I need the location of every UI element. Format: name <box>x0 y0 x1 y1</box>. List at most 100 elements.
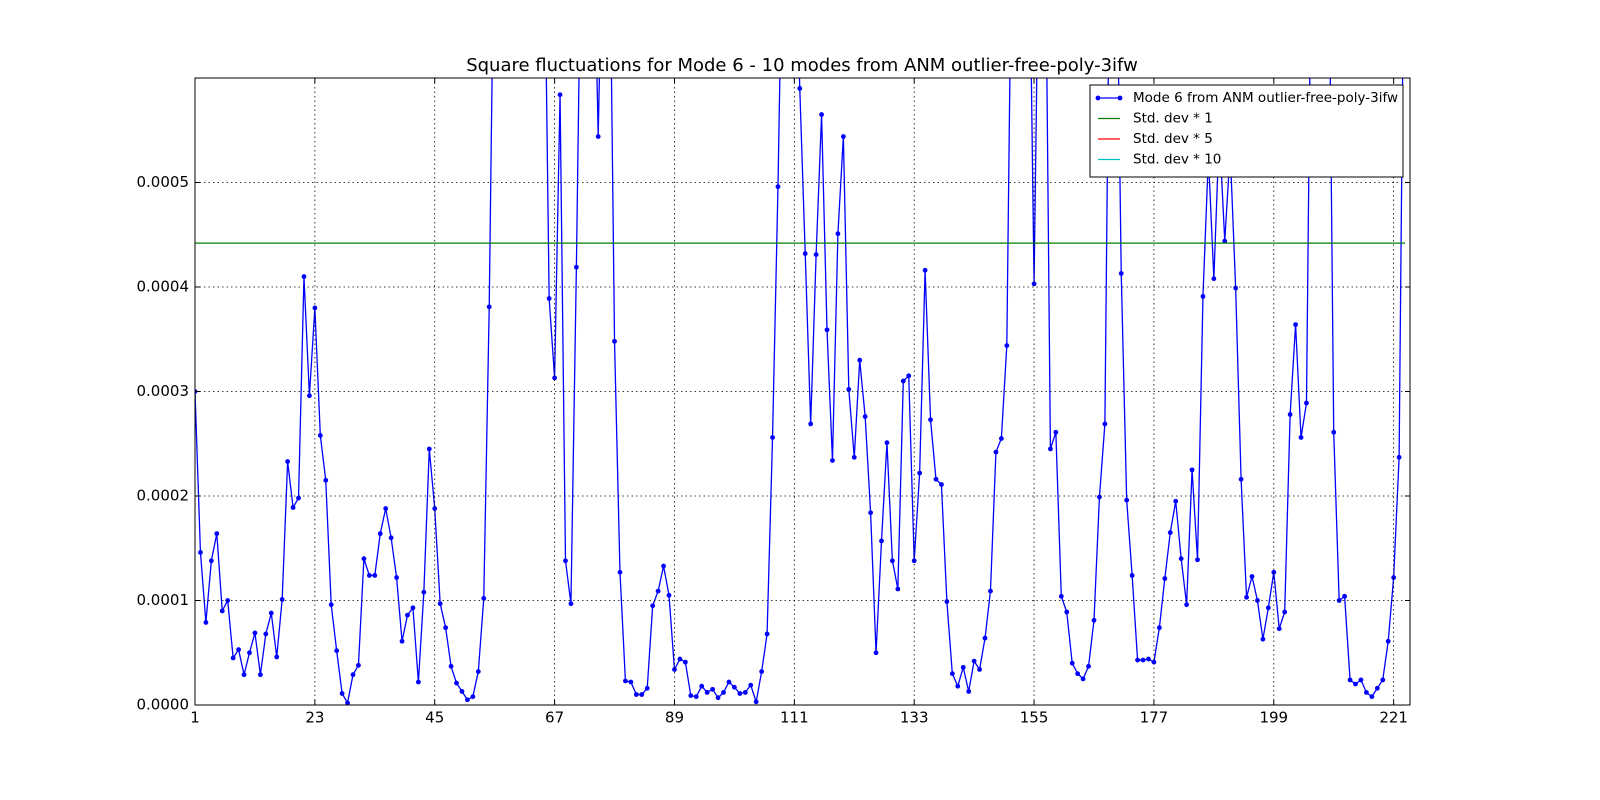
data-point <box>1380 677 1386 683</box>
y-tick-label: 0.0005 <box>137 173 190 191</box>
legend-label: Std. dev * 10 <box>1133 152 1221 168</box>
data-point <box>470 694 476 700</box>
data-point <box>1298 435 1304 440</box>
data-point <box>862 414 868 419</box>
data-point <box>410 605 416 611</box>
data-point <box>753 699 759 705</box>
x-tick-label: 89 <box>665 709 684 727</box>
data-point <box>900 378 906 384</box>
data-point <box>1200 294 1206 299</box>
data-point <box>922 267 928 273</box>
data-point <box>1091 617 1097 623</box>
data-point <box>917 470 923 476</box>
data-point <box>813 252 819 258</box>
data-point <box>454 680 459 686</box>
data-point <box>884 440 890 446</box>
data-point <box>639 692 645 697</box>
legend-marker <box>1095 95 1101 101</box>
data-point <box>323 477 329 483</box>
data-point <box>437 601 443 607</box>
data-point <box>563 558 568 564</box>
legend-label: Mode 6 from ANM outlier-free-poly-3ifw <box>1133 90 1398 106</box>
data-point <box>1342 593 1348 599</box>
data-point <box>1211 276 1217 282</box>
chart-title: Square fluctuations for Mode 6 - 10 mode… <box>466 55 1138 76</box>
data-point <box>710 686 716 692</box>
data-point <box>759 669 765 674</box>
data-point <box>840 134 846 139</box>
data-point <box>1287 412 1293 417</box>
data-point <box>944 599 950 604</box>
data-point <box>247 650 252 656</box>
data-point <box>1331 429 1337 435</box>
data-point <box>960 664 966 670</box>
data-point <box>350 672 356 678</box>
data-point <box>399 638 405 644</box>
data-point <box>1222 238 1228 244</box>
data-point <box>1374 685 1380 691</box>
data-point <box>1238 476 1244 482</box>
data-point <box>377 531 383 537</box>
data-point <box>214 531 220 537</box>
data-point <box>356 662 361 668</box>
data-point <box>328 602 334 608</box>
data-point <box>966 689 972 694</box>
data-point <box>993 449 999 455</box>
data-point <box>868 510 874 516</box>
data-point <box>1146 656 1151 662</box>
data-point <box>290 505 296 510</box>
data-point <box>301 274 307 279</box>
data-point <box>1249 574 1255 579</box>
data-point <box>1058 593 1064 599</box>
data-point <box>655 588 661 594</box>
data-point <box>1244 594 1249 600</box>
data-point <box>666 592 672 598</box>
legend-label: Std. dev * 5 <box>1133 131 1213 147</box>
data-point <box>568 601 574 607</box>
data-point <box>552 375 557 381</box>
y-tick-label: 0.0004 <box>137 278 190 296</box>
data-point <box>1353 681 1358 687</box>
data-point <box>633 692 639 697</box>
data-point <box>405 612 410 618</box>
data-point <box>1097 494 1102 500</box>
data-point <box>1189 467 1195 473</box>
data-point <box>263 631 269 637</box>
y-tick-label: 0.0001 <box>137 591 190 609</box>
data-point <box>268 610 274 616</box>
data-point <box>426 446 432 452</box>
data-point <box>394 575 399 580</box>
x-tick-label: 45 <box>425 709 444 727</box>
data-point <box>775 184 781 190</box>
data-point <box>949 671 955 677</box>
data-point <box>1156 625 1162 631</box>
data-point <box>873 650 879 656</box>
x-tick-label: 155 <box>1020 709 1049 727</box>
data-point <box>339 691 345 696</box>
data-point <box>1135 657 1140 663</box>
data-point <box>971 658 977 664</box>
data-point <box>808 421 814 427</box>
data-point <box>982 635 988 641</box>
data-point <box>693 694 699 700</box>
data-point <box>1173 498 1179 504</box>
data-point <box>1048 446 1053 452</box>
y-tick-label: 0.0003 <box>137 382 190 400</box>
data-point <box>726 679 732 685</box>
data-point <box>1385 638 1391 644</box>
data-point <box>797 86 803 91</box>
data-point <box>1167 530 1173 535</box>
data-point <box>465 697 470 703</box>
data-point <box>1069 660 1075 666</box>
data-point <box>1178 556 1184 562</box>
data-point <box>1195 557 1200 563</box>
data-point <box>219 608 225 614</box>
x-tick-label: 67 <box>545 709 564 727</box>
legend-box <box>1089 84 1404 178</box>
data-point <box>830 458 835 463</box>
data-point <box>1140 657 1146 663</box>
data-point <box>432 506 438 511</box>
data-point <box>895 586 901 592</box>
data-point <box>573 264 579 270</box>
